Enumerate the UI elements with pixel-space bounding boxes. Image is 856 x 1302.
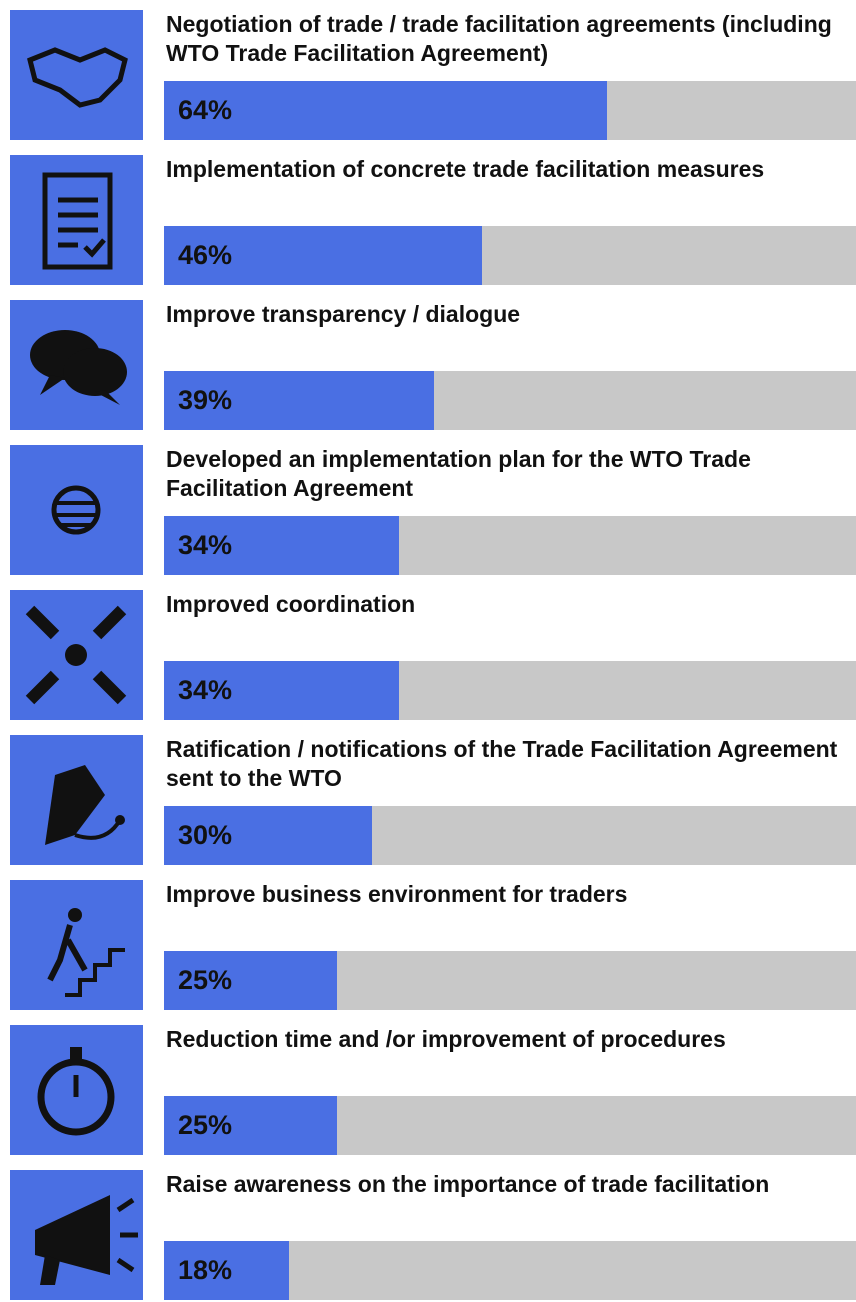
icon-box [10, 735, 143, 865]
bar [164, 661, 400, 720]
value-label: 39% [178, 385, 233, 415]
value-label: 25% [178, 1110, 233, 1140]
item-title: Negotiation of trade / trade facilitatio… [166, 11, 832, 66]
item-title: Improved coordination [166, 591, 416, 617]
bar-track: 34% [164, 661, 856, 720]
item-title: Developed an implementation plan for the… [166, 446, 751, 501]
icon [30, 330, 127, 405]
icon [42, 172, 113, 270]
icon [25, 605, 127, 705]
icon [47, 908, 125, 997]
item-title: Ratification / notifications of the Trad… [166, 736, 838, 791]
icon [35, 1195, 138, 1285]
bar-track: 30% [164, 806, 856, 865]
icon [27, 47, 128, 108]
value-label: 64% [178, 95, 233, 125]
icon-box [10, 590, 143, 720]
item-title: Improve transparency / dialogue [166, 301, 521, 327]
value-label: 25% [178, 965, 233, 995]
bar-track: 46% [164, 226, 856, 285]
bar [164, 371, 434, 430]
icon-box [10, 1025, 143, 1155]
item-title: Reduction time and /or improvement of pr… [166, 1026, 726, 1052]
icon [51, 485, 101, 535]
item-row: Improve transparency / dialogue 39% [0, 300, 856, 430]
icon [45, 765, 125, 845]
bar-track: 25% [164, 951, 856, 1010]
item-row: Improve business environment for traders… [0, 880, 856, 1010]
item-title: Implementation of concrete trade facilit… [166, 156, 765, 182]
bar-track: 34% [164, 516, 856, 575]
bar-track: 39% [164, 371, 856, 430]
item-row: Improved coordination 34% [0, 590, 856, 720]
item-title: Improve business environment for traders [166, 881, 628, 907]
item-row: Negotiation of trade / trade facilitatio… [0, 10, 856, 140]
value-label: 34% [178, 530, 233, 560]
icon-box [10, 445, 143, 575]
item-row: Developed an implementation plan for the… [0, 445, 856, 575]
bar-track: 64% [164, 81, 856, 140]
icon-box [10, 300, 143, 430]
item-row: Raise awareness on the importance of tra… [0, 1170, 856, 1300]
bar [164, 226, 483, 285]
bar [164, 806, 372, 865]
bar [164, 81, 607, 140]
value-label: 18% [178, 1255, 233, 1285]
icon-box [10, 880, 143, 1010]
bar-track: 25% [164, 1096, 856, 1155]
item-title: Raise awareness on the importance of tra… [166, 1171, 770, 1197]
icon-box [10, 10, 143, 140]
bar [164, 1096, 337, 1155]
item-row: Ratification / notifications of the Trad… [0, 735, 856, 865]
value-label: 34% [178, 675, 233, 705]
bar [164, 951, 337, 1010]
icon-box [10, 155, 143, 285]
bar [164, 1241, 289, 1300]
bar [164, 516, 400, 575]
item-row: Implementation of concrete trade facilit… [0, 155, 856, 285]
icon [37, 1047, 115, 1136]
value-label: 46% [178, 240, 233, 270]
bar-track: 18% [164, 1241, 856, 1300]
value-label: 30% [178, 820, 233, 850]
item-row: Reduction time and /or improvement of pr… [0, 1025, 856, 1155]
icon-box [10, 1170, 143, 1300]
